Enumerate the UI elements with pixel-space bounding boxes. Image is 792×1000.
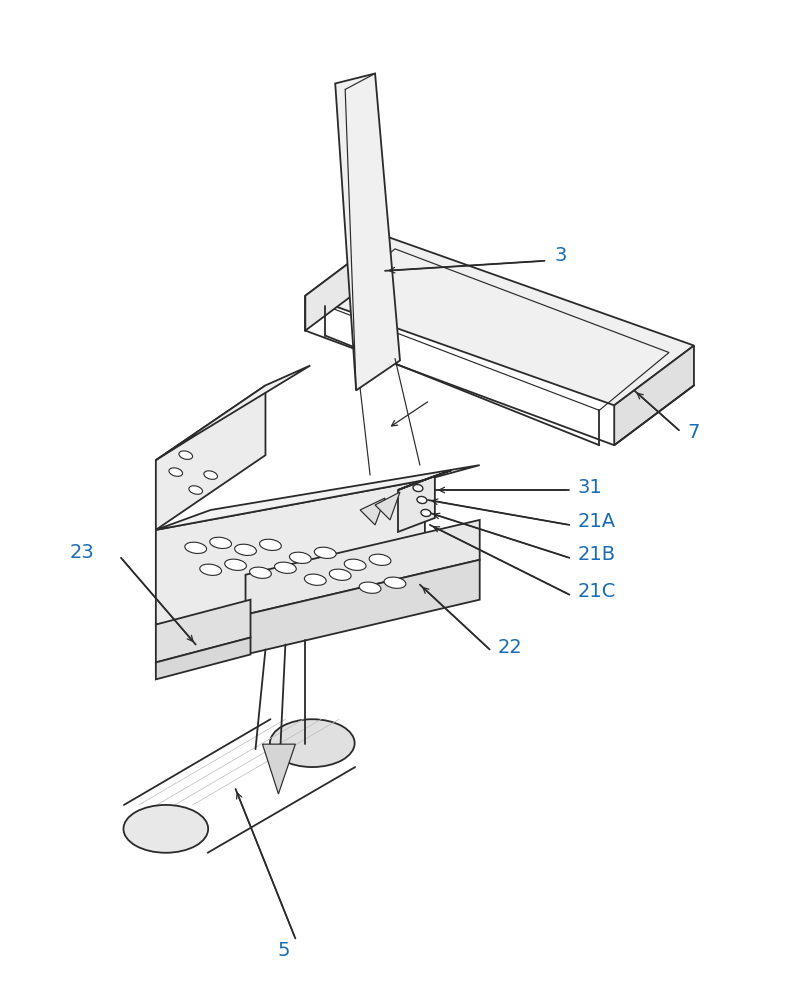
Ellipse shape <box>179 451 192 459</box>
Ellipse shape <box>225 559 246 570</box>
Text: 21A: 21A <box>577 512 615 531</box>
Ellipse shape <box>200 564 222 575</box>
Text: 21B: 21B <box>577 545 615 564</box>
Text: 5: 5 <box>277 941 290 960</box>
Polygon shape <box>398 476 435 532</box>
Ellipse shape <box>270 719 355 767</box>
Polygon shape <box>335 74 400 390</box>
Polygon shape <box>306 236 694 405</box>
Text: 23: 23 <box>69 543 94 562</box>
Ellipse shape <box>204 471 218 479</box>
Polygon shape <box>246 560 480 654</box>
Ellipse shape <box>417 496 427 504</box>
Ellipse shape <box>188 486 203 494</box>
Ellipse shape <box>275 562 296 573</box>
Polygon shape <box>398 470 451 490</box>
Polygon shape <box>156 465 480 530</box>
Polygon shape <box>156 600 250 662</box>
Ellipse shape <box>185 542 207 553</box>
Ellipse shape <box>369 554 391 565</box>
Text: 22: 22 <box>497 638 523 657</box>
Polygon shape <box>246 520 480 615</box>
Ellipse shape <box>234 544 257 555</box>
Polygon shape <box>156 480 425 625</box>
Polygon shape <box>615 346 694 445</box>
Ellipse shape <box>124 805 208 853</box>
Ellipse shape <box>384 577 406 588</box>
Polygon shape <box>306 236 385 331</box>
Ellipse shape <box>329 569 351 580</box>
Polygon shape <box>360 498 385 525</box>
Text: 7: 7 <box>687 423 699 442</box>
Ellipse shape <box>304 574 326 585</box>
Polygon shape <box>375 492 400 520</box>
Ellipse shape <box>314 547 336 558</box>
Text: 3: 3 <box>554 246 567 265</box>
Ellipse shape <box>260 539 281 550</box>
Text: 21C: 21C <box>577 582 615 601</box>
Polygon shape <box>262 744 295 794</box>
Ellipse shape <box>360 582 381 593</box>
Polygon shape <box>156 638 250 679</box>
Polygon shape <box>156 385 265 530</box>
Ellipse shape <box>345 559 366 570</box>
Text: 31: 31 <box>577 478 602 497</box>
Ellipse shape <box>421 509 431 516</box>
Ellipse shape <box>169 468 183 476</box>
Polygon shape <box>156 365 310 460</box>
Ellipse shape <box>210 537 231 548</box>
Ellipse shape <box>249 567 272 578</box>
Ellipse shape <box>413 485 423 492</box>
Ellipse shape <box>289 552 311 563</box>
